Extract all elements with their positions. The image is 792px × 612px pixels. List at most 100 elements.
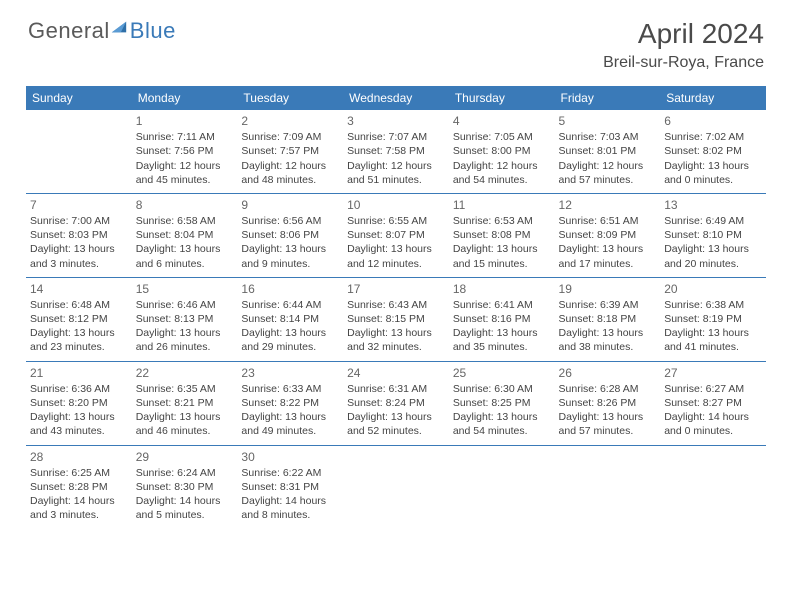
weekday-header: Saturday — [660, 86, 766, 110]
daylight-text: Daylight: 13 hours — [559, 326, 657, 340]
day-number: 18 — [453, 281, 551, 297]
daylight-text: Daylight: 13 hours — [453, 410, 551, 424]
daylight-text: and 41 minutes. — [664, 340, 762, 354]
calendar-day-cell: 8Sunrise: 6:58 AMSunset: 8:04 PMDaylight… — [132, 193, 238, 277]
sunrise-text: Sunrise: 6:41 AM — [453, 298, 551, 312]
logo-text-general: General — [28, 18, 110, 44]
daylight-text: Daylight: 13 hours — [241, 326, 339, 340]
sunset-text: Sunset: 8:10 PM — [664, 228, 762, 242]
sunrise-text: Sunrise: 6:38 AM — [664, 298, 762, 312]
sunset-text: Sunset: 8:08 PM — [453, 228, 551, 242]
day-number: 3 — [347, 113, 445, 129]
calendar-day-cell: 18Sunrise: 6:41 AMSunset: 8:16 PMDayligh… — [449, 277, 555, 361]
sunrise-text: Sunrise: 6:51 AM — [559, 214, 657, 228]
daylight-text: and 32 minutes. — [347, 340, 445, 354]
calendar-day-cell: 15Sunrise: 6:46 AMSunset: 8:13 PMDayligh… — [132, 277, 238, 361]
sunrise-text: Sunrise: 6:31 AM — [347, 382, 445, 396]
daylight-text: and 3 minutes. — [30, 508, 128, 522]
calendar-day-cell — [555, 445, 661, 528]
sunset-text: Sunset: 8:22 PM — [241, 396, 339, 410]
day-number: 5 — [559, 113, 657, 129]
daylight-text: Daylight: 13 hours — [664, 159, 762, 173]
day-number: 21 — [30, 365, 128, 381]
daylight-text: and 43 minutes. — [30, 424, 128, 438]
day-number: 8 — [136, 197, 234, 213]
sunset-text: Sunset: 8:15 PM — [347, 312, 445, 326]
calendar-day-cell: 17Sunrise: 6:43 AMSunset: 8:15 PMDayligh… — [343, 277, 449, 361]
day-number: 14 — [30, 281, 128, 297]
calendar-day-cell: 2Sunrise: 7:09 AMSunset: 7:57 PMDaylight… — [237, 110, 343, 193]
day-number: 26 — [559, 365, 657, 381]
sunset-text: Sunset: 8:07 PM — [347, 228, 445, 242]
day-number: 1 — [136, 113, 234, 129]
page-title: April 2024 — [603, 18, 764, 50]
sunset-text: Sunset: 7:56 PM — [136, 144, 234, 158]
sunrise-text: Sunrise: 6:55 AM — [347, 214, 445, 228]
daylight-text: and 48 minutes. — [241, 173, 339, 187]
daylight-text: Daylight: 13 hours — [664, 326, 762, 340]
calendar-day-cell: 30Sunrise: 6:22 AMSunset: 8:31 PMDayligh… — [237, 445, 343, 528]
calendar-week-row: 28Sunrise: 6:25 AMSunset: 8:28 PMDayligh… — [26, 445, 766, 528]
daylight-text: Daylight: 13 hours — [241, 410, 339, 424]
day-number: 19 — [559, 281, 657, 297]
daylight-text: and 51 minutes. — [347, 173, 445, 187]
logo-triangle-icon — [110, 18, 128, 36]
daylight-text: Daylight: 12 hours — [453, 159, 551, 173]
sunrise-text: Sunrise: 6:43 AM — [347, 298, 445, 312]
sunrise-text: Sunrise: 6:56 AM — [241, 214, 339, 228]
daylight-text: Daylight: 13 hours — [136, 326, 234, 340]
day-number: 2 — [241, 113, 339, 129]
daylight-text: Daylight: 13 hours — [347, 326, 445, 340]
sunset-text: Sunset: 8:25 PM — [453, 396, 551, 410]
calendar-day-cell: 3Sunrise: 7:07 AMSunset: 7:58 PMDaylight… — [343, 110, 449, 193]
calendar-day-cell: 5Sunrise: 7:03 AMSunset: 8:01 PMDaylight… — [555, 110, 661, 193]
calendar-week-row: 1Sunrise: 7:11 AMSunset: 7:56 PMDaylight… — [26, 110, 766, 193]
sunrise-text: Sunrise: 7:00 AM — [30, 214, 128, 228]
weekday-header: Wednesday — [343, 86, 449, 110]
calendar-day-cell: 1Sunrise: 7:11 AMSunset: 7:56 PMDaylight… — [132, 110, 238, 193]
sunrise-text: Sunrise: 7:03 AM — [559, 130, 657, 144]
calendar-week-row: 7Sunrise: 7:00 AMSunset: 8:03 PMDaylight… — [26, 193, 766, 277]
sunrise-text: Sunrise: 6:58 AM — [136, 214, 234, 228]
sunrise-text: Sunrise: 6:27 AM — [664, 382, 762, 396]
calendar-day-cell — [449, 445, 555, 528]
sunset-text: Sunset: 8:19 PM — [664, 312, 762, 326]
calendar-day-cell: 23Sunrise: 6:33 AMSunset: 8:22 PMDayligh… — [237, 361, 343, 445]
day-number: 29 — [136, 449, 234, 465]
daylight-text: and 0 minutes. — [664, 173, 762, 187]
daylight-text: and 57 minutes. — [559, 173, 657, 187]
calendar-day-cell — [660, 445, 766, 528]
sunrise-text: Sunrise: 7:02 AM — [664, 130, 762, 144]
daylight-text: and 6 minutes. — [136, 257, 234, 271]
sunset-text: Sunset: 8:31 PM — [241, 480, 339, 494]
calendar-day-cell: 25Sunrise: 6:30 AMSunset: 8:25 PMDayligh… — [449, 361, 555, 445]
daylight-text: and 38 minutes. — [559, 340, 657, 354]
calendar-day-cell: 4Sunrise: 7:05 AMSunset: 8:00 PMDaylight… — [449, 110, 555, 193]
sunrise-text: Sunrise: 6:48 AM — [30, 298, 128, 312]
daylight-text: and 23 minutes. — [30, 340, 128, 354]
sunrise-text: Sunrise: 6:30 AM — [453, 382, 551, 396]
weekday-header: Friday — [555, 86, 661, 110]
daylight-text: Daylight: 14 hours — [30, 494, 128, 508]
daylight-text: Daylight: 13 hours — [30, 326, 128, 340]
calendar-day-cell: 6Sunrise: 7:02 AMSunset: 8:02 PMDaylight… — [660, 110, 766, 193]
daylight-text: Daylight: 13 hours — [559, 410, 657, 424]
sunset-text: Sunset: 8:04 PM — [136, 228, 234, 242]
daylight-text: Daylight: 13 hours — [347, 242, 445, 256]
sunset-text: Sunset: 8:01 PM — [559, 144, 657, 158]
sunrise-text: Sunrise: 6:35 AM — [136, 382, 234, 396]
calendar-day-cell: 16Sunrise: 6:44 AMSunset: 8:14 PMDayligh… — [237, 277, 343, 361]
day-number: 24 — [347, 365, 445, 381]
calendar-day-cell: 26Sunrise: 6:28 AMSunset: 8:26 PMDayligh… — [555, 361, 661, 445]
daylight-text: and 9 minutes. — [241, 257, 339, 271]
daylight-text: Daylight: 14 hours — [136, 494, 234, 508]
day-number: 28 — [30, 449, 128, 465]
sunset-text: Sunset: 7:57 PM — [241, 144, 339, 158]
daylight-text: and 57 minutes. — [559, 424, 657, 438]
sunset-text: Sunset: 8:24 PM — [347, 396, 445, 410]
calendar-body: 1Sunrise: 7:11 AMSunset: 7:56 PMDaylight… — [26, 110, 766, 528]
daylight-text: Daylight: 13 hours — [136, 410, 234, 424]
sunrise-text: Sunrise: 6:53 AM — [453, 214, 551, 228]
daylight-text: Daylight: 12 hours — [241, 159, 339, 173]
calendar-day-cell: 27Sunrise: 6:27 AMSunset: 8:27 PMDayligh… — [660, 361, 766, 445]
